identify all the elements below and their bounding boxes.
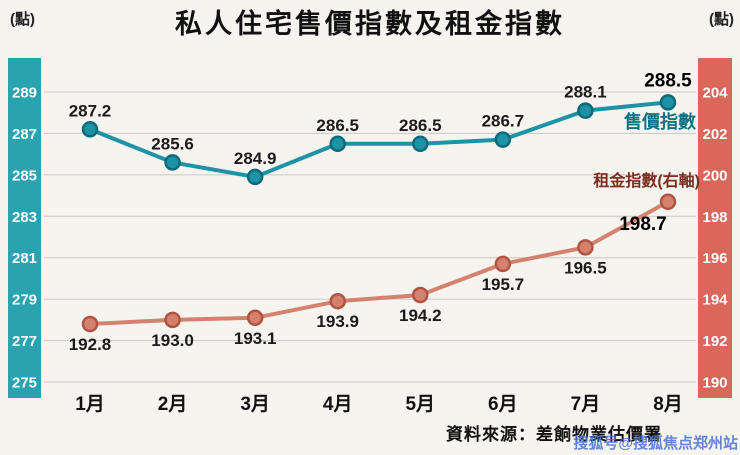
price-point (659, 94, 677, 111)
right-axis-tick: 192 (702, 333, 727, 350)
rent-value-label: 192.8 (69, 335, 112, 354)
month-label: 6月 (488, 394, 518, 415)
rent-point (494, 255, 512, 273)
month-label: 8月 (653, 394, 683, 415)
right-axis-tick: 194 (702, 292, 728, 309)
left-axis-tick: 281 (12, 250, 37, 267)
month-label: 5月 (405, 394, 435, 415)
rent-value-label: 193.1 (234, 329, 277, 348)
price-value-label: 284.9 (234, 149, 277, 168)
right-axis-tick: 204 (702, 85, 728, 102)
right-axis-tick: 200 (702, 167, 727, 184)
left-axis-tick: 279 (12, 292, 37, 309)
rent-point (659, 193, 677, 211)
right-axis-strip (698, 58, 732, 398)
right-axis-tick: 190 (702, 375, 727, 392)
price-value-label: 286.5 (399, 116, 442, 135)
price-value-label: 288.5 (644, 70, 692, 91)
price-value-label: 288.1 (564, 83, 607, 102)
right-axis-tick: 196 (702, 250, 727, 267)
rent-point (81, 315, 99, 333)
price-point (494, 131, 512, 148)
price-point (329, 135, 346, 153)
price-point (412, 135, 429, 153)
month-label: 3月 (240, 394, 270, 415)
left-axis-strip (8, 58, 41, 398)
price-value-label: 286.5 (316, 116, 359, 135)
price-point (81, 121, 99, 138)
rent-value-label: 195.7 (482, 275, 525, 294)
left-axis-tick: 289 (12, 85, 37, 102)
rent-point (164, 311, 181, 329)
rent-line (89, 200, 669, 326)
watermark: 搜狐号@搜狐焦点郑州站 (573, 435, 738, 452)
rent-point (329, 292, 346, 310)
right-axis-tick: 198 (702, 209, 727, 226)
series-label-rent: 租金指數(右軸) (593, 171, 700, 190)
left-axis-tick: 285 (12, 167, 37, 184)
month-label: 7月 (571, 394, 601, 415)
month-label: 4月 (323, 394, 353, 415)
price-point (577, 102, 594, 119)
source-note: 資料來源：差餉物業估價署 (446, 425, 662, 444)
right-axis-tick: 202 (702, 126, 727, 143)
price-point (246, 168, 264, 186)
right-axis-unit-label: (點) (709, 11, 734, 28)
rent-value-label: 193.0 (151, 331, 194, 350)
price-value-label: 286.7 (482, 112, 525, 131)
month-label: 1月 (75, 394, 105, 415)
left-axis-tick: 287 (12, 126, 37, 143)
rent-point (246, 309, 264, 327)
left-axis-unit-label: (點) (10, 11, 35, 28)
dual-axis-line-chart: 289 287 285 283 281 279 277 275 204 202 200 198 196 1… (8, 58, 732, 415)
left-axis-tick: 277 (12, 333, 37, 350)
left-axis-tick: 283 (12, 209, 37, 226)
rent-point (577, 239, 594, 256)
rent-value-label: 193.9 (316, 312, 359, 331)
month-label: 2月 (158, 394, 188, 415)
rent-value-label: 196.5 (564, 258, 607, 277)
price-line (89, 100, 669, 179)
left-axis-tick: 275 (12, 374, 37, 391)
price-point (164, 154, 181, 171)
chart-title: 私人住宅售價指數及租金指數 (175, 9, 565, 39)
price-value-label: 287.2 (69, 101, 112, 120)
rent-value-label: 194.2 (399, 306, 442, 325)
rent-point (412, 286, 429, 304)
series-label-price: 售價指數 (624, 111, 696, 132)
price-value-label: 285.6 (151, 134, 194, 153)
rent-value-label: 198.7 (619, 214, 667, 235)
